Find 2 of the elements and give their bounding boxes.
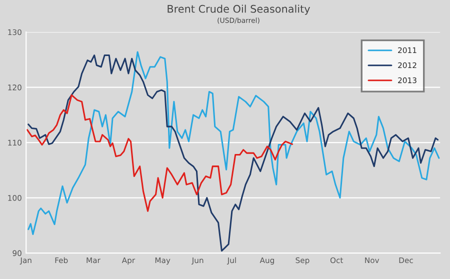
line-series	[26, 94, 294, 212]
chart-title: Brent Crude Oil Seasonality	[168, 4, 310, 15]
